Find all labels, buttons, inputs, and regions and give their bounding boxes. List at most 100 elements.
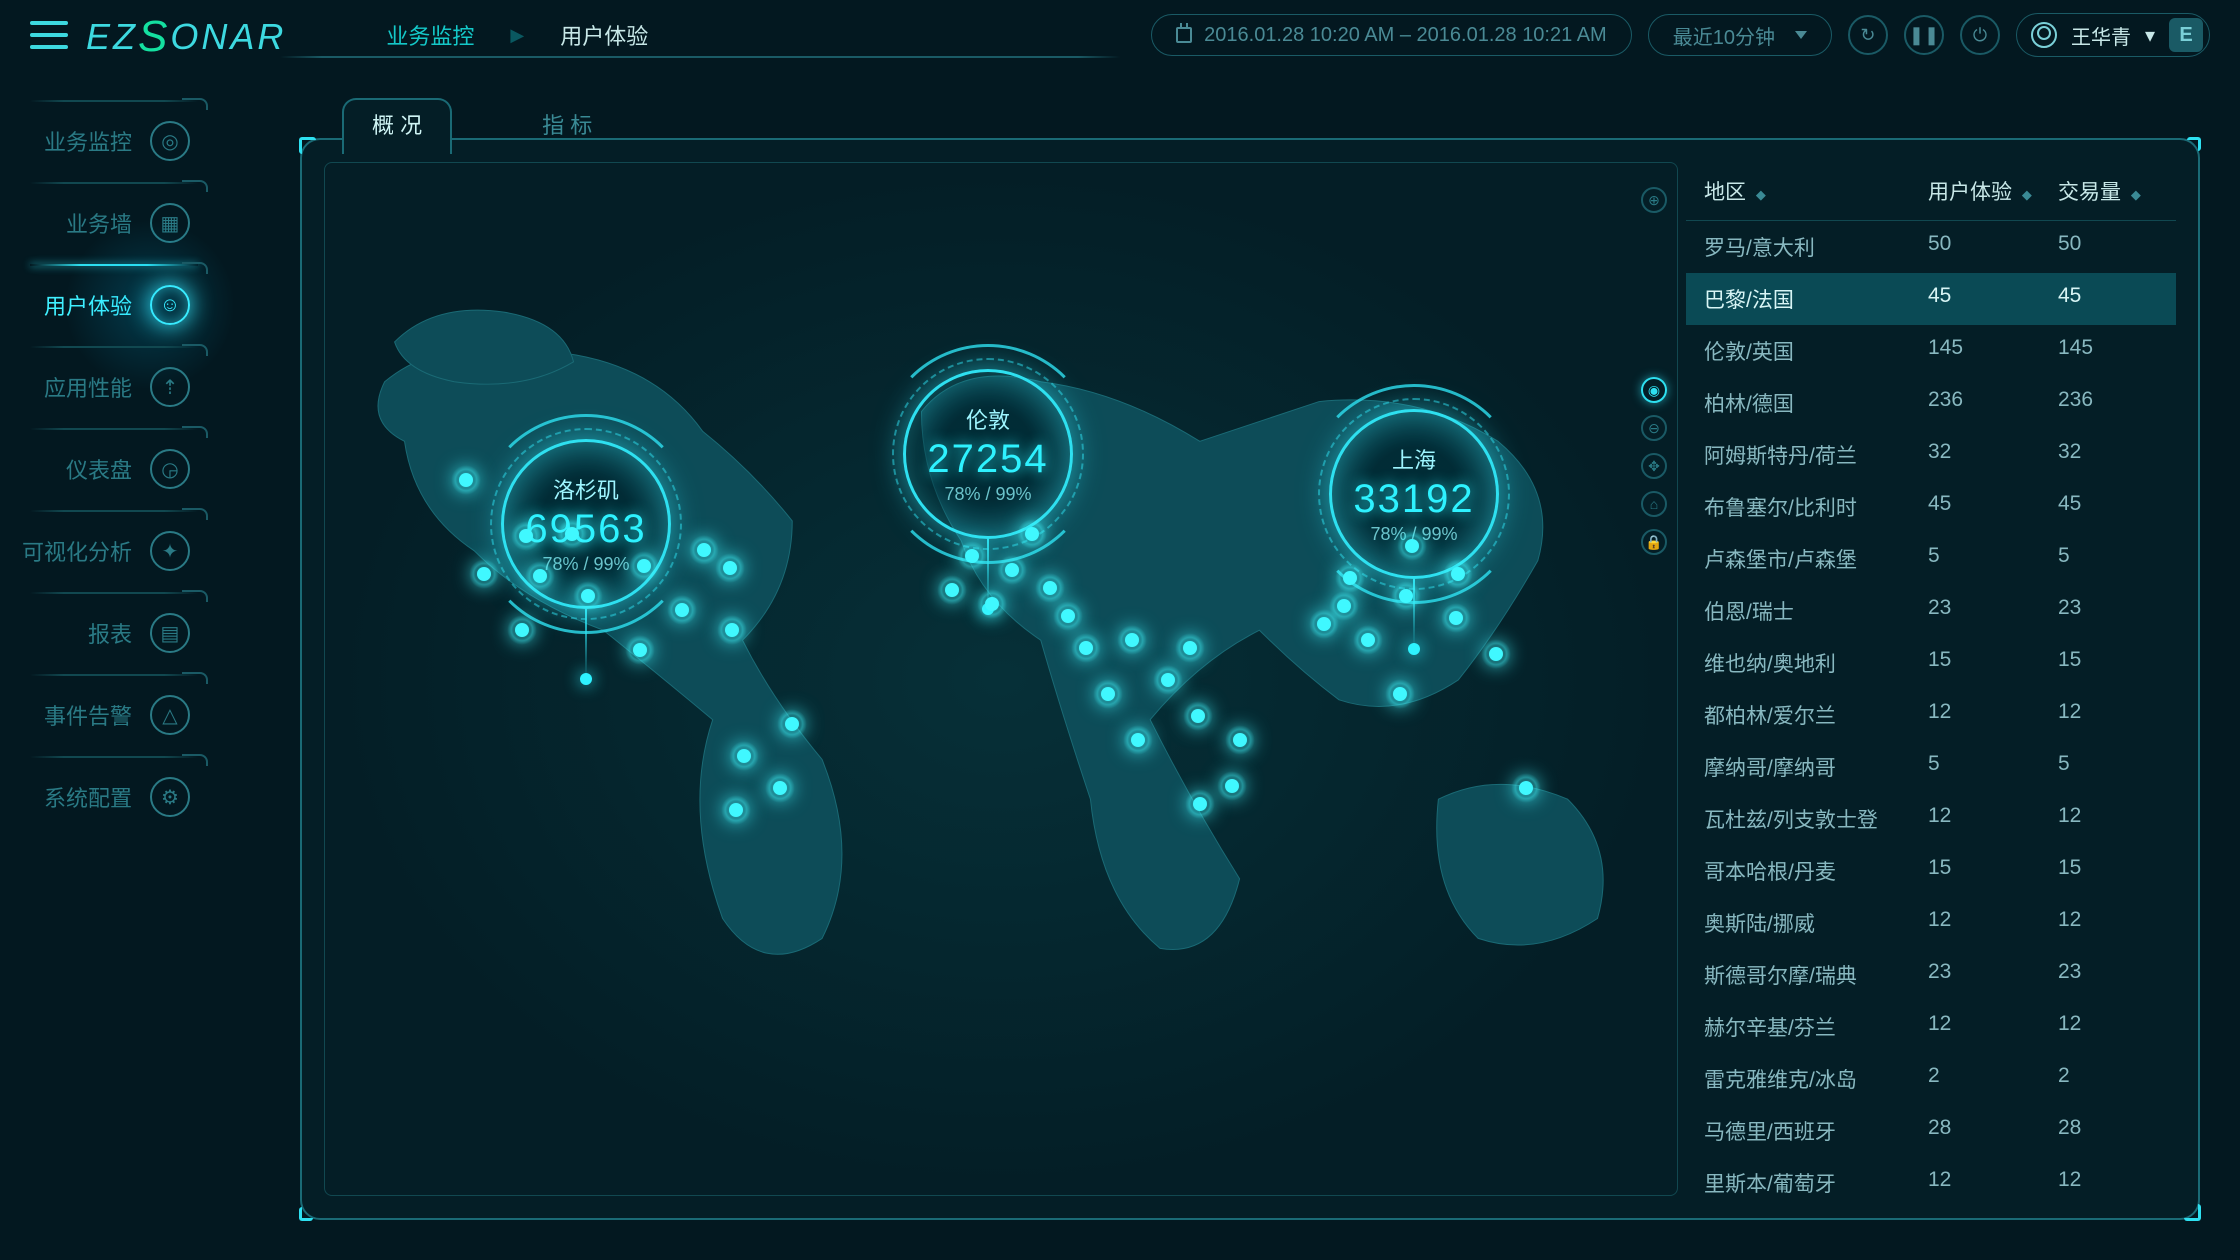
map-hub[interactable]: 伦敦2725478% / 99% [903,369,1073,539]
refresh-button[interactable]: ↻ [1848,15,1888,55]
map-point[interactable] [581,589,595,603]
table-row[interactable]: 伦敦/英国145145 [1686,325,2176,377]
map-point[interactable] [1393,687,1407,701]
nav-item-4[interactable]: 仪表盘◶ [0,428,220,510]
map-point[interactable] [773,781,787,795]
world-map[interactable]: 洛杉矶6956378% / 99%伦敦2725478% / 99%上海33192… [324,162,1678,1196]
map-point[interactable] [1399,589,1413,603]
map-point[interactable] [697,543,711,557]
nav-item-6[interactable]: 报表▤ [0,592,220,674]
map-point[interactable] [965,549,979,563]
col-volume[interactable]: 交易量 [2058,181,2121,204]
map-control-6[interactable]: 🔒 [1641,529,1667,555]
map-control-2[interactable]: ◉ [1641,377,1667,403]
map-point[interactable] [515,623,529,637]
power-button[interactable]: ⏻ [1960,15,2000,55]
map-point[interactable] [945,583,959,597]
map-point[interactable] [729,803,743,817]
map-control-4[interactable]: ✥ [1641,453,1667,479]
user-action-button[interactable]: E [2169,18,2203,52]
map-point[interactable] [1225,779,1239,793]
table-row[interactable]: 马德里/西班牙2828 [1686,1105,2176,1157]
table-row[interactable]: 巴黎/法国4545 [1686,273,2176,325]
map-point[interactable] [1317,617,1331,631]
map-point[interactable] [675,603,689,617]
tab-metrics[interactable]: 指 标 [512,98,622,154]
table-row[interactable]: 雷克雅维克/冰岛22 [1686,1053,2176,1105]
cell-ux: 12 [1928,1012,2058,1042]
cell-volume: 5 [2058,752,2158,782]
map-point[interactable] [565,527,579,541]
table-row[interactable]: 伯恩/瑞士2323 [1686,585,2176,637]
map-point[interactable] [533,569,547,583]
map-point[interactable] [1079,641,1093,655]
breadcrumb-l1[interactable]: 业务监控 [386,19,474,51]
map-control-3[interactable]: ⊖ [1641,415,1667,441]
table-row[interactable]: 奥斯陆/挪威1212 [1686,897,2176,949]
timerange-picker[interactable]: 2016.01.28 10:20 AM – 2016.01.28 10:21 A… [1151,14,1632,56]
nav-item-2[interactable]: 用户体验☺ [0,264,220,346]
nav-item-5[interactable]: 可视化分析✦ [0,510,220,592]
map-point[interactable] [1005,563,1019,577]
table-row[interactable]: 赫尔辛基/芬兰1212 [1686,1001,2176,1053]
map-point[interactable] [723,561,737,575]
map-point[interactable] [1191,709,1205,723]
map-point[interactable] [1061,609,1075,623]
map-point[interactable] [1343,571,1357,585]
map-point[interactable] [459,473,473,487]
map-point[interactable] [1161,673,1175,687]
map-point[interactable] [1233,733,1247,747]
user-menu[interactable]: 王华青 ▾ E [2016,13,2210,57]
map-point[interactable] [1361,633,1375,647]
map-point[interactable] [1043,581,1057,595]
table-row[interactable]: 柏林/德国236236 [1686,377,2176,429]
map-control-5[interactable]: ⌂ [1641,491,1667,517]
map-point[interactable] [1519,781,1533,795]
nav-item-1[interactable]: 业务墙▦ [0,182,220,264]
col-region[interactable]: 地区 [1704,181,1746,204]
sort-icon[interactable]: ◆ [2131,187,2141,202]
map-point[interactable] [1193,797,1207,811]
map-point[interactable] [985,597,999,611]
sort-icon[interactable]: ◆ [1756,187,1766,202]
map-point[interactable] [725,623,739,637]
table-row[interactable]: 哥本哈根/丹麦1515 [1686,845,2176,897]
map-point[interactable] [477,567,491,581]
quickrange-select[interactable]: 最近10分钟 [1648,14,1832,56]
table-row[interactable]: 罗马/意大利5050 [1686,221,2176,273]
map-point[interactable] [1125,633,1139,647]
menu-icon[interactable] [30,21,68,49]
map-point[interactable] [633,643,647,657]
map-point[interactable] [1449,611,1463,625]
table-row[interactable]: 瓦杜兹/列支敦士登1212 [1686,793,2176,845]
table-row[interactable]: 维也纳/奥地利1515 [1686,637,2176,689]
map-point[interactable] [737,749,751,763]
map-point[interactable] [1183,641,1197,655]
map-point[interactable] [637,559,651,573]
nav-item-3[interactable]: 应用性能⇡ [0,346,220,428]
map-point[interactable] [1405,539,1419,553]
table-row[interactable]: 里斯本/葡萄牙1212 [1686,1157,2176,1196]
map-point[interactable] [1101,687,1115,701]
tab-overview[interactable]: 概 况 [342,98,452,154]
nav-item-0[interactable]: 业务监控◎ [0,100,220,182]
map-point[interactable] [1337,599,1351,613]
nav-item-8[interactable]: 系统配置⚙ [0,756,220,838]
table-row[interactable]: 摩纳哥/摩纳哥55 [1686,741,2176,793]
col-ux[interactable]: 用户体验 [1928,181,2012,204]
table-row[interactable]: 斯德哥尔摩/瑞典2323 [1686,949,2176,1001]
map-point[interactable] [1131,733,1145,747]
sort-icon[interactable]: ◆ [2022,187,2032,202]
map-point[interactable] [519,529,533,543]
nav-item-7[interactable]: 事件告警△ [0,674,220,756]
table-row[interactable]: 都柏林/爱尔兰1212 [1686,689,2176,741]
table-row[interactable]: 布鲁塞尔/比利时4545 [1686,481,2176,533]
map-point[interactable] [1489,647,1503,661]
map-point[interactable] [785,717,799,731]
map-point[interactable] [1025,527,1039,541]
map-point[interactable] [1451,567,1465,581]
map-control-0[interactable]: ⊕ [1641,187,1667,213]
table-row[interactable]: 阿姆斯特丹/荷兰3232 [1686,429,2176,481]
pause-button[interactable]: ❚❚ [1904,15,1944,55]
table-row[interactable]: 卢森堡市/卢森堡55 [1686,533,2176,585]
